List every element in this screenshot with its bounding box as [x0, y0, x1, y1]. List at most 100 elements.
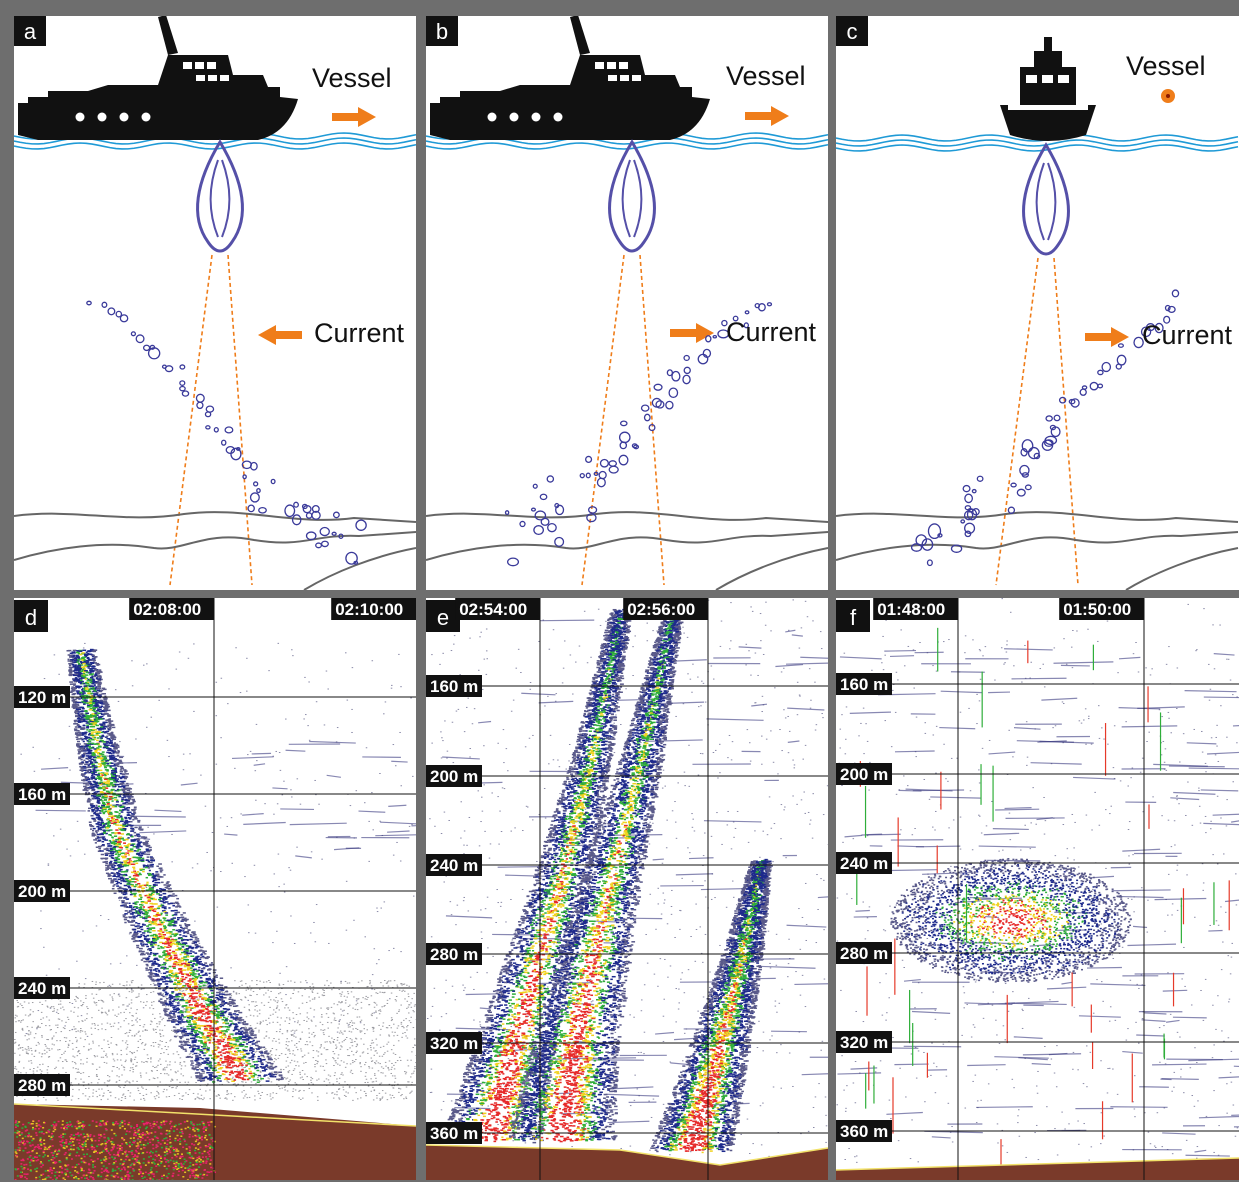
depth-tag-d-1-text: 160 m: [18, 785, 66, 804]
vessel-a: [18, 16, 298, 140]
panel-a-artwork: [14, 16, 416, 590]
depth-tag-e-1-text: 200 m: [430, 767, 478, 786]
vessel-label-b: Vessel: [726, 61, 806, 91]
time-tag-f-0: 01:48:00: [873, 598, 958, 620]
time-tag-f-1-text: 01:50:00: [1063, 600, 1131, 619]
depth-tag-f-5: 360 m: [836, 1120, 892, 1142]
transducer-beam-b: [608, 139, 656, 253]
depth-tag-e-2-text: 240 m: [430, 856, 478, 875]
transducer-beam-c: [1022, 142, 1070, 256]
panel-letter-e: e: [426, 600, 460, 632]
panel-b: [426, 16, 828, 590]
current-arrow-c: [1085, 327, 1129, 347]
vessel-c: [1000, 37, 1096, 141]
beam-cone-c: [995, 257, 1079, 586]
depth-tag-d-4: 280 m: [14, 1074, 70, 1096]
time-tag-f-0-text: 01:48:00: [877, 600, 945, 619]
panel-e: [426, 598, 828, 1180]
panel-f-echogram: [836, 598, 1239, 1180]
depth-tag-e-2: 240 m: [426, 854, 482, 876]
beam-cone-b: [581, 254, 665, 586]
seabed-lines-b: [426, 511, 828, 590]
panel-d-background: [14, 598, 416, 1180]
depth-tag-d-0-text: 120 m: [18, 688, 66, 707]
panel-letter-e-text: e: [437, 605, 449, 630]
time-tag-e-0: 02:54:00: [455, 598, 540, 620]
time-tag-d-1-text: 02:10:00: [335, 600, 403, 619]
depth-tag-f-0: 160 m: [836, 673, 892, 695]
echogram-tags: 02:08:00 02:10:00 120 m 160 m 200 m 240 m 280 …: [14, 598, 1144, 1144]
time-tag-d-0: 02:08:00: [129, 598, 214, 620]
panel-a: [14, 16, 416, 590]
grid-d: [14, 598, 416, 1180]
current-label-a: Current: [314, 318, 405, 348]
depth-tag-d-0: 120 m: [14, 686, 70, 708]
depth-tag-e-3: 280 m: [426, 943, 482, 965]
depth-tag-f-3: 280 m: [836, 942, 892, 964]
bubble-plume-c: [910, 289, 1180, 567]
panel-f: [836, 598, 1239, 1180]
panel-f-background: [836, 598, 1239, 1180]
seabed-f: [836, 1158, 1239, 1180]
beam-cone-a: [169, 254, 253, 586]
depth-tag-f-0-text: 160 m: [840, 675, 888, 694]
current-arrow-a: [258, 325, 302, 345]
time-tag-d-1: 02:10:00: [331, 598, 416, 620]
depth-tag-f-2: 240 m: [836, 852, 892, 874]
depth-tag-e-3-text: 280 m: [430, 945, 478, 964]
depth-tag-e-0: 160 m: [426, 675, 482, 697]
time-tag-d-0-text: 02:08:00: [133, 600, 201, 619]
water-surface-c: [836, 134, 1239, 152]
depth-tag-e-1: 200 m: [426, 765, 482, 787]
panel-letter-c-text: c: [847, 19, 858, 44]
panel-c: [836, 16, 1239, 590]
panel-letter-c: c: [836, 16, 868, 46]
time-tag-f-1: 01:50:00: [1059, 598, 1144, 620]
depth-tag-f-4: 320 m: [836, 1031, 892, 1053]
depth-tag-f-1-text: 200 m: [840, 765, 888, 784]
current-label-c: Current: [1142, 320, 1233, 350]
bubble-plume-a: [86, 300, 367, 565]
depth-tag-f-4-text: 320 m: [840, 1033, 888, 1052]
depth-tag-d-4-text: 280 m: [18, 1076, 66, 1095]
time-tag-e-1-text: 02:56:00: [627, 600, 695, 619]
vessel-b: [430, 16, 710, 140]
depth-tag-f-5-text: 360 m: [840, 1122, 888, 1141]
panel-letter-a-text: a: [24, 19, 37, 44]
depth-tag-e-4: 320 m: [426, 1032, 482, 1054]
seabed-e: [426, 1145, 828, 1180]
panel-c-artwork: [836, 37, 1239, 590]
depth-tag-e-0-text: 160 m: [430, 677, 478, 696]
panel-letter-d: d: [14, 600, 48, 632]
time-tag-e-0-text: 02:54:00: [459, 600, 527, 619]
panel-letter-a: a: [14, 16, 46, 46]
depth-tag-f-2-text: 240 m: [840, 854, 888, 873]
panel-letter-b: b: [426, 16, 458, 46]
depth-tag-f-3-text: 280 m: [840, 944, 888, 963]
vessel-arrow-b: [745, 106, 789, 126]
panel-letter-f-text: f: [850, 605, 857, 630]
vessel-label-c: Vessel: [1126, 51, 1206, 81]
grid-e: [426, 598, 828, 1180]
depth-tag-d-2: 200 m: [14, 880, 70, 902]
depth-tag-e-5: 360 m: [426, 1122, 482, 1144]
panel-letter-d-text: d: [25, 605, 37, 630]
depth-tag-f-1: 200 m: [836, 763, 892, 785]
current-label-b: Current: [726, 317, 817, 347]
panel-d-echogram: [14, 598, 416, 1180]
bubble-plume-b: [504, 302, 773, 567]
depth-tag-d-3-text: 240 m: [18, 979, 66, 998]
depth-tag-d-3: 240 m: [14, 977, 70, 999]
vessel-arrow-a: [332, 107, 376, 127]
vessel-label-a: Vessel: [312, 63, 392, 93]
grid-f: [836, 598, 1239, 1180]
transducer-beam-a: [196, 139, 244, 253]
panel-e-echogram: [426, 598, 828, 1180]
current-arrow-b: [670, 323, 714, 343]
seabed-lines-c: [836, 511, 1239, 590]
panel-letter-b-text: b: [436, 19, 448, 44]
depth-tag-d-2-text: 200 m: [18, 882, 66, 901]
panel-letter-f: f: [836, 600, 870, 632]
depth-tag-d-1: 160 m: [14, 783, 70, 805]
